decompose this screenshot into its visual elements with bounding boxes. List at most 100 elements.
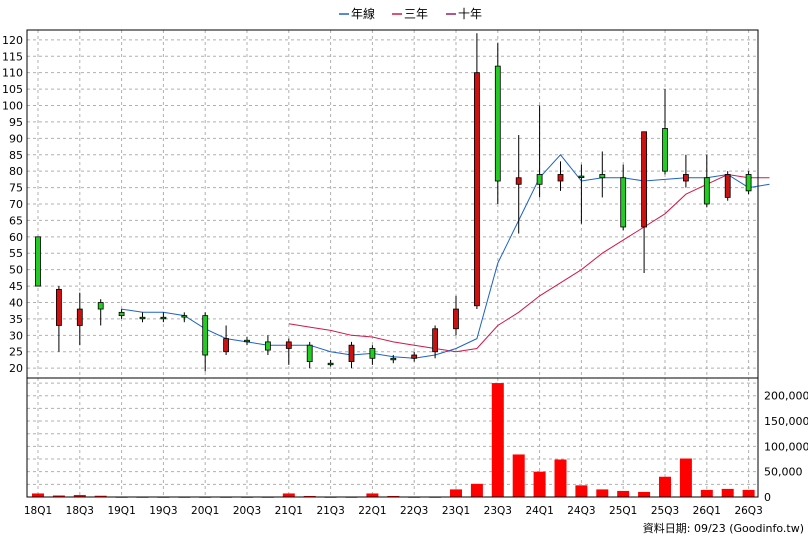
x-tick-label: 19Q3 — [149, 505, 177, 517]
candle-body — [202, 315, 209, 356]
x-tick-label: 19Q1 — [107, 505, 135, 517]
candle-body — [56, 288, 62, 326]
volume-bar — [512, 454, 525, 497]
volume-bar — [94, 495, 107, 497]
legend: 年線 三年 十年 — [339, 6, 482, 21]
price-tick-label: 110 — [2, 67, 23, 80]
price-tick-label: 120 — [2, 34, 23, 47]
candle-body — [453, 308, 459, 330]
plot-frame — [26, 29, 759, 498]
x-tick-label: 22Q3 — [400, 505, 428, 517]
candle-body — [76, 308, 83, 326]
candle-body — [97, 302, 104, 310]
volume-bar — [32, 493, 44, 497]
volume-axis-ticks: 0 50,000 100,000 150,000 200,000 — [764, 390, 808, 504]
candle-body — [662, 128, 668, 172]
volume-bar — [638, 491, 651, 497]
price-tick-label: 75 — [9, 182, 23, 195]
volume-bar — [366, 493, 379, 497]
candle-body — [223, 338, 230, 353]
price-tick-label: 30 — [9, 329, 23, 342]
volume-bar — [659, 476, 671, 497]
candle-body — [557, 174, 564, 182]
volume-tick-label: 150,000 — [764, 415, 808, 428]
price-tick-label: 100 — [2, 100, 23, 113]
price-tick-label: 90 — [9, 132, 23, 145]
legend-label-1: 三年 — [404, 7, 428, 21]
price-tick-label: 55 — [9, 247, 23, 260]
x-tick-label: 18Q1 — [24, 505, 52, 517]
x-tick-label: 20Q3 — [233, 505, 261, 517]
candle-body — [369, 348, 376, 359]
candle-body — [160, 316, 167, 320]
x-tick-label: 24Q1 — [525, 505, 553, 517]
x-tick-label: 25Q1 — [609, 505, 637, 517]
candle-body — [244, 339, 250, 343]
x-tick-label: 26Q3 — [734, 505, 762, 517]
volume-bar — [303, 495, 316, 497]
candle-body — [139, 316, 146, 320]
candle-body — [599, 174, 606, 179]
candle-body — [620, 177, 627, 228]
volume-tick-label: 50,000 — [764, 466, 803, 479]
x-tick-label: 23Q1 — [442, 505, 470, 517]
candle-body — [348, 344, 355, 362]
volume-bar — [282, 493, 295, 497]
volume-bar — [721, 488, 734, 497]
volume-tick-label: 200,000 — [764, 390, 808, 403]
moving-average-lines — [121, 154, 770, 359]
volume-bar — [596, 489, 609, 497]
x-tick-label: 21Q1 — [275, 505, 303, 517]
candle-body — [118, 311, 125, 317]
price-tick-label: 25 — [9, 346, 23, 359]
x-axis-ticks: 18Q1 18Q3 19Q1 19Q3 20Q1 20Q3 21Q1 21Q3 22Q1 22Q3… — [24, 505, 763, 517]
candle-body — [536, 174, 543, 185]
volume-bar — [679, 458, 692, 497]
candle-body — [515, 177, 522, 185]
candle-body — [327, 362, 334, 366]
data-date-footer: 資料日期: 09/23 (Goodinfo.tw) — [643, 521, 804, 535]
candle-body — [578, 175, 585, 178]
price-tick-label: 80 — [9, 165, 23, 178]
three-year-line — [288, 173, 770, 353]
candle-body — [181, 315, 188, 318]
volume-bar — [575, 485, 588, 497]
candle-body — [390, 357, 397, 361]
price-tick-label: 20 — [9, 362, 23, 375]
candle-body — [641, 131, 647, 228]
volume-bars — [32, 383, 755, 498]
legend-label-2: 十年 — [458, 7, 482, 21]
volume-bar — [554, 459, 567, 497]
x-tick-label: 21Q3 — [316, 505, 344, 517]
volume-bar — [73, 494, 86, 497]
x-tick-label: 20Q1 — [191, 505, 219, 517]
x-tick-label: 25Q3 — [651, 505, 679, 517]
candles — [35, 33, 752, 372]
volume-grid — [27, 382, 758, 485]
price-tick-label: 95 — [9, 116, 23, 129]
x-tick-label: 22Q1 — [358, 505, 386, 517]
volume-bar — [533, 471, 546, 497]
candle-body — [745, 174, 752, 192]
price-axis-ticks: 20 25 30 35 40 45 50 55 60 65 70 75 80 85 90 95 100 105 11… — [2, 34, 23, 375]
candle-body — [35, 236, 41, 287]
legend-label-0: 年線 — [351, 6, 375, 21]
volume-bar — [52, 495, 65, 497]
candle-body — [724, 174, 731, 198]
price-grid — [27, 30, 758, 497]
price-tick-label: 70 — [9, 198, 23, 211]
candle-body — [306, 344, 313, 362]
volume-bar — [450, 489, 462, 497]
price-tick-label: 35 — [9, 313, 23, 326]
x-tick-label: 24Q3 — [567, 505, 595, 517]
x-tick-label: 18Q3 — [66, 505, 94, 517]
price-tick-label: 105 — [2, 83, 23, 96]
year-line — [121, 154, 770, 359]
candle-body — [285, 341, 292, 349]
candle-body — [411, 354, 418, 359]
x-tick-label: 26Q1 — [693, 505, 721, 517]
price-tick-label: 60 — [9, 231, 23, 244]
candle-body — [494, 65, 501, 182]
price-tick-label: 40 — [9, 296, 23, 309]
